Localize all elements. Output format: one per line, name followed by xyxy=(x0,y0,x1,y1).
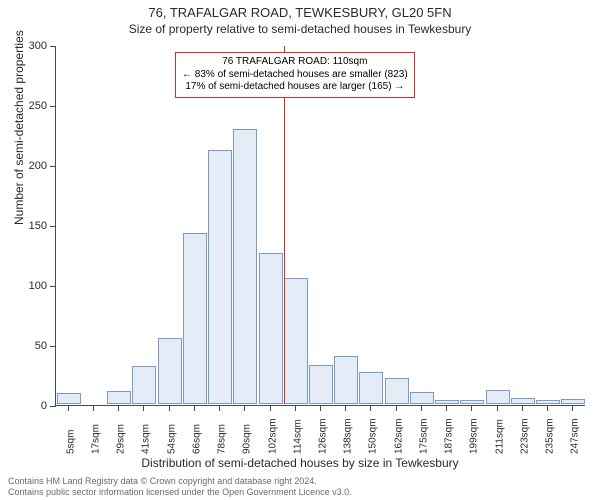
info-box: 76 TRAFALGAR ROAD: 110sqm← 83% of semi-d… xyxy=(175,52,415,98)
x-tick xyxy=(547,406,548,411)
x-tick xyxy=(169,406,170,411)
x-tick-label: 126sqm xyxy=(318,418,329,454)
histogram-bar xyxy=(536,400,560,404)
x-tick xyxy=(572,406,573,411)
plot-area xyxy=(55,46,585,406)
histogram-bar xyxy=(435,400,459,404)
y-tick xyxy=(50,406,56,407)
x-tick xyxy=(370,406,371,411)
x-tick-label: 211sqm xyxy=(494,419,505,454)
x-tick xyxy=(143,406,144,411)
x-tick-label: 199sqm xyxy=(469,418,480,454)
x-tick xyxy=(497,406,498,411)
x-tick-label: 187sqm xyxy=(444,418,455,454)
histogram-bar xyxy=(208,150,232,404)
y-tick-label: 50 xyxy=(0,340,47,352)
histogram-bar xyxy=(460,400,484,404)
y-tick-label: 0 xyxy=(0,400,47,412)
y-tick-label: 200 xyxy=(0,160,47,172)
x-axis-label: Distribution of semi-detached houses by … xyxy=(0,456,600,470)
x-tick-label: 235sqm xyxy=(545,418,556,454)
histogram-bar xyxy=(561,399,585,404)
x-tick-label: 54sqm xyxy=(166,424,177,454)
x-tick-label: 150sqm xyxy=(368,418,379,454)
histogram-bar xyxy=(158,338,182,404)
x-tick-label: 17sqm xyxy=(90,424,101,454)
histogram-bar xyxy=(410,392,434,404)
x-tick xyxy=(345,406,346,411)
reference-line xyxy=(284,46,285,404)
x-tick xyxy=(194,406,195,411)
y-tick xyxy=(50,46,56,47)
y-tick-label: 250 xyxy=(0,100,47,112)
chart-area: 0501001502002503005sqm17sqm29sqm41sqm54s… xyxy=(55,46,585,406)
histogram-bar xyxy=(259,253,283,404)
x-tick-label: 41sqm xyxy=(141,424,152,454)
footer-line-2: Contains public sector information licen… xyxy=(8,487,352,497)
x-tick xyxy=(219,406,220,411)
x-tick xyxy=(93,406,94,411)
chart-title: 76, TRAFALGAR ROAD, TEWKESBURY, GL20 5FN xyxy=(0,0,600,20)
x-tick-label: 162sqm xyxy=(393,418,404,454)
y-tick-label: 150 xyxy=(0,220,47,232)
histogram-bar xyxy=(284,278,308,404)
x-tick-label: 223sqm xyxy=(519,418,530,454)
x-tick-label: 102sqm xyxy=(267,418,278,454)
x-tick xyxy=(295,406,296,411)
x-tick xyxy=(270,406,271,411)
x-tick xyxy=(522,406,523,411)
histogram-bar xyxy=(486,390,510,404)
y-tick xyxy=(50,286,56,287)
x-tick-label: 78sqm xyxy=(217,424,228,454)
x-tick-label: 29sqm xyxy=(116,424,127,454)
x-tick xyxy=(118,406,119,411)
y-tick-label: 100 xyxy=(0,280,47,292)
histogram-bar xyxy=(233,129,257,404)
chart-subtitle: Size of property relative to semi-detach… xyxy=(0,20,600,36)
histogram-bar xyxy=(107,391,131,404)
x-tick-label: 66sqm xyxy=(191,424,202,454)
x-tick-label: 90sqm xyxy=(242,424,253,454)
x-tick xyxy=(68,406,69,411)
info-box-line: ← 83% of semi-detached houses are smalle… xyxy=(182,69,408,82)
histogram-bar xyxy=(309,365,333,404)
x-tick-label: 175sqm xyxy=(418,418,429,454)
y-tick xyxy=(50,226,56,227)
histogram-bar xyxy=(132,366,156,404)
footer-line-1: Contains HM Land Registry data © Crown c… xyxy=(8,476,352,486)
x-tick xyxy=(396,406,397,411)
histogram-bar xyxy=(359,372,383,404)
histogram-bar xyxy=(511,398,535,404)
y-axis-label: Number of semi-detached properties xyxy=(12,30,26,225)
x-tick-label: 5sqm xyxy=(65,430,76,454)
histogram-bar xyxy=(57,393,81,404)
x-tick xyxy=(421,406,422,411)
footer-attribution: Contains HM Land Registry data © Crown c… xyxy=(8,476,352,497)
figure: 76, TRAFALGAR ROAD, TEWKESBURY, GL20 5FN… xyxy=(0,0,600,500)
y-tick xyxy=(50,106,56,107)
histogram-bar xyxy=(183,233,207,404)
x-tick xyxy=(320,406,321,411)
y-tick xyxy=(50,166,56,167)
x-tick xyxy=(244,406,245,411)
y-tick-label: 300 xyxy=(0,40,47,52)
x-tick xyxy=(446,406,447,411)
histogram-bar xyxy=(385,378,409,404)
histogram-bar xyxy=(334,356,358,404)
x-tick-label: 247sqm xyxy=(570,418,581,454)
info-box-line: 76 TRAFALGAR ROAD: 110sqm xyxy=(182,56,408,69)
x-tick xyxy=(471,406,472,411)
y-tick xyxy=(50,346,56,347)
info-box-line: 17% of semi-detached houses are larger (… xyxy=(182,81,408,94)
x-tick-label: 114sqm xyxy=(292,419,303,454)
x-tick-label: 138sqm xyxy=(343,418,354,454)
